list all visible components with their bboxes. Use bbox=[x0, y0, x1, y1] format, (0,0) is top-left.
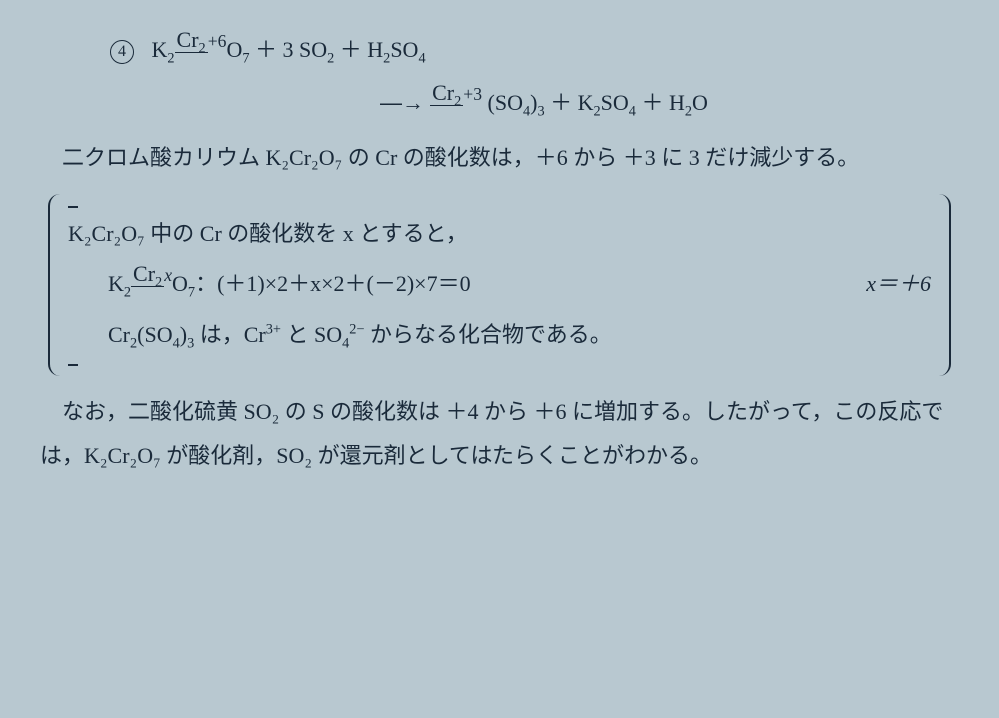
bl3-so4: 4 bbox=[173, 335, 180, 351]
paragraph-1: 二クロム酸カリウム K₂Cr₂O₇ の Cr の酸化数は，＋6 から ＋3 に … bbox=[40, 136, 959, 180]
bl3-so: (SO bbox=[137, 322, 172, 347]
page: 4 K2Cr2+6O7 ＋ 3 SO2 ＋ H2SO4 ―→ Cr2+3 (SO… bbox=[0, 0, 999, 508]
box-o7: 7 bbox=[188, 284, 195, 300]
box-line-3: Cr2(SO4)3 は，Cr3+ と SO42− からなる化合物である。 bbox=[68, 313, 931, 358]
eq-so4: SO bbox=[390, 37, 418, 62]
bl3-cr: Cr bbox=[108, 322, 130, 347]
equation-line-2: ―→ Cr2+3 (SO4)3 ＋ K2SO4 ＋ H2O bbox=[40, 81, 959, 126]
bl3-text1: は，Cr bbox=[194, 322, 266, 347]
prod-cr2: 2 bbox=[454, 93, 461, 109]
bl3-close: ) bbox=[180, 322, 187, 347]
box-line-2: K2Cr2xO7：(＋1)×2＋x×2＋(－2)×7＝0 x＝＋6 bbox=[68, 262, 931, 307]
prod-so4: (SO bbox=[482, 90, 523, 115]
box-cr2: 2 bbox=[155, 274, 162, 290]
prod-plus2: ＋ H bbox=[636, 90, 685, 115]
eq-so4sub: 4 bbox=[418, 50, 425, 66]
prod-kso4: SO bbox=[601, 90, 629, 115]
paragraph-2: なお，二酸化硫黄 SO₂ の S の酸化数は ＋4 から ＋6 に増加する。した… bbox=[40, 390, 959, 478]
cr-oxnum: +6 bbox=[208, 31, 227, 51]
box-cr-x: x bbox=[164, 265, 172, 285]
prod-k2: 2 bbox=[594, 103, 601, 119]
bl3-text2: と SO bbox=[281, 322, 342, 347]
box-k: K bbox=[108, 271, 124, 296]
eq-plus2: ＋ H bbox=[334, 37, 383, 62]
prod-cr: Cr bbox=[432, 80, 454, 105]
prod-o: O bbox=[692, 90, 708, 115]
box-o: O bbox=[172, 271, 188, 296]
prod-kso4-4: 4 bbox=[629, 103, 636, 119]
eq-text: K bbox=[152, 37, 168, 62]
prod-cr-ox: +3 bbox=[463, 84, 482, 104]
eq-plus1: ＋ 3 SO bbox=[249, 37, 327, 62]
equation-line-1: 4 K2Cr2+6O7 ＋ 3 SO2 ＋ H2SO4 bbox=[40, 28, 959, 73]
eq-sub: 2 bbox=[167, 50, 174, 66]
cr-oxidation: Cr2+6 bbox=[175, 28, 227, 57]
box-eq-body: ：(＋1)×2＋x×2＋(－2)×7＝0 bbox=[195, 271, 471, 296]
box-line-1: K₂Cr₂O₇ 中の Cr の酸化数を x とすると， bbox=[68, 212, 931, 256]
prod-so4-3: 3 bbox=[537, 103, 544, 119]
prod-plus1: ＋ K bbox=[545, 90, 594, 115]
bl3-2minus: 2− bbox=[349, 322, 364, 338]
box-k2: 2 bbox=[124, 284, 131, 300]
calculation-box: K₂Cr₂O₇ 中の Cr の酸化数を x とすると， K2Cr2xO7：(＋1… bbox=[48, 194, 951, 376]
box-cr: Cr bbox=[133, 261, 155, 286]
prod-h2: 2 bbox=[685, 103, 692, 119]
bl3-text3: からなる化合物である。 bbox=[364, 322, 611, 347]
bl3-3plus: 3+ bbox=[266, 322, 281, 338]
cr-symbol: Cr bbox=[177, 27, 199, 52]
box-eq-answer: x＝＋6 bbox=[866, 262, 931, 306]
arrow-icon: ―→ bbox=[380, 90, 430, 115]
eq-o: O bbox=[226, 37, 242, 62]
prod-cr-oxidation: Cr2+3 bbox=[430, 81, 482, 110]
box-cr-frac: Cr2x bbox=[131, 262, 172, 291]
item-number: 4 bbox=[110, 40, 134, 64]
cr-sub: 2 bbox=[199, 40, 206, 56]
